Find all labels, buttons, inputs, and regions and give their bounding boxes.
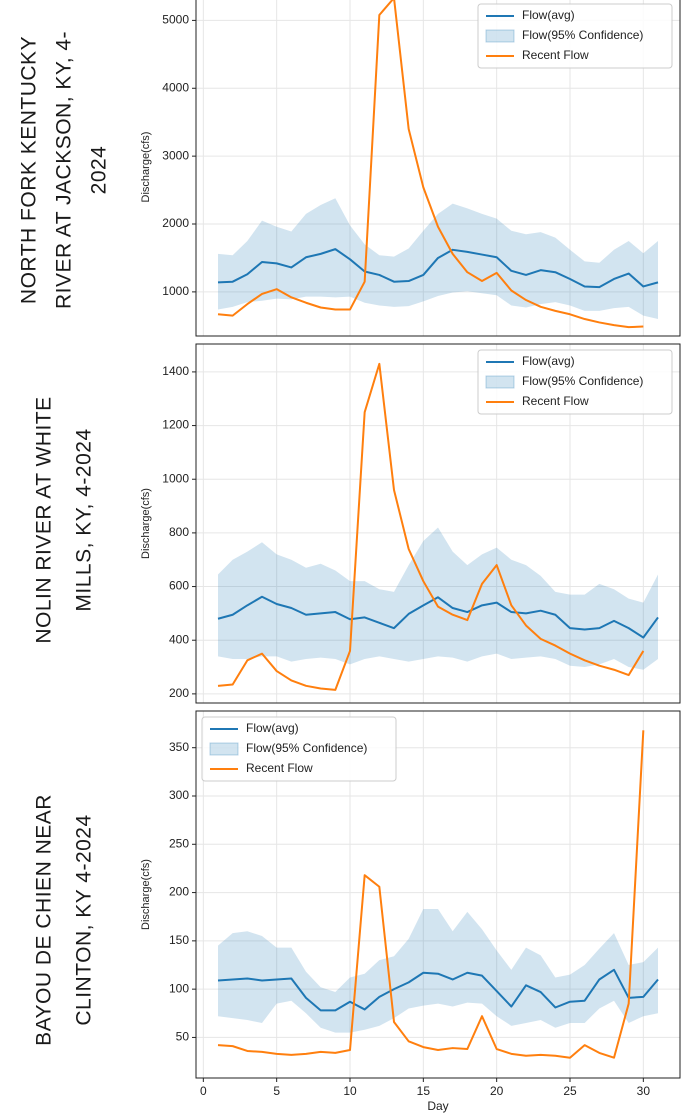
x-tick-label: 20 bbox=[490, 1084, 504, 1098]
y-tick-label: 1400 bbox=[162, 364, 189, 378]
legend-label: Recent Flow bbox=[246, 761, 313, 775]
y-tick-label: 300 bbox=[169, 788, 189, 802]
confidence-band bbox=[218, 528, 658, 670]
y-tick-label: 800 bbox=[169, 525, 189, 539]
x-tick-label: 30 bbox=[637, 1084, 651, 1098]
chart-title: BAYOU DE CHIEN NEAR bbox=[33, 794, 56, 1046]
y-axis-label: Discharge(cfs) bbox=[140, 859, 152, 930]
confidence-band bbox=[218, 198, 658, 319]
chart-title: 2024 bbox=[88, 146, 111, 195]
legend-label: Recent Flow bbox=[522, 48, 589, 62]
y-tick-label: 1000 bbox=[162, 471, 189, 485]
x-tick-label: 25 bbox=[563, 1084, 577, 1098]
y-tick-label: 350 bbox=[169, 740, 189, 754]
chart-title: RIVER AT JACKSON, KY, 4- bbox=[53, 31, 76, 309]
page: NORTH FORK KENTUCKY RIVER AT JACKSON, KY,… bbox=[0, 0, 686, 1115]
chart-title: NOLIN RIVER AT WHITE bbox=[33, 396, 56, 643]
y-tick-label: 200 bbox=[169, 885, 189, 899]
y-tick-label: 150 bbox=[169, 933, 189, 947]
legend-label: Flow(avg) bbox=[246, 721, 299, 735]
y-tick-label: 600 bbox=[169, 579, 189, 593]
x-tick-label: 0 bbox=[200, 1084, 207, 1098]
x-axis-label: Day bbox=[427, 1099, 448, 1113]
chart-panel: NORTH FORK KENTUCKY RIVER AT JACKSON, KY,… bbox=[0, 0, 686, 1115]
x-tick-label: 10 bbox=[343, 1084, 357, 1098]
y-tick-label: 3000 bbox=[162, 148, 189, 162]
y-tick-label: 1000 bbox=[162, 284, 189, 298]
legend-swatch bbox=[210, 743, 238, 755]
legend-label: Flow(95% Confidence) bbox=[522, 374, 643, 388]
legend-swatch bbox=[486, 30, 514, 42]
legend-swatch bbox=[486, 376, 514, 388]
x-tick-label: 5 bbox=[273, 1084, 280, 1098]
y-tick-label: 5000 bbox=[162, 13, 189, 27]
y-tick-label: 250 bbox=[169, 836, 189, 850]
chart-title: NORTH FORK KENTUCKY bbox=[18, 36, 41, 304]
legend-label: Flow(avg) bbox=[522, 354, 575, 368]
y-axis-label: Discharge(cfs) bbox=[140, 488, 152, 559]
y-tick-label: 50 bbox=[176, 1030, 190, 1044]
y-axis-label: Discharge(cfs) bbox=[140, 132, 152, 203]
legend-label: Flow(95% Confidence) bbox=[522, 28, 643, 42]
y-tick-label: 400 bbox=[169, 632, 189, 646]
x-tick-label: 15 bbox=[417, 1084, 431, 1098]
chart-title: CLINTON, KY 4-2024 bbox=[73, 814, 96, 1025]
chart-title: MILLS, KY, 4-2024 bbox=[73, 428, 96, 611]
y-tick-label: 200 bbox=[169, 686, 189, 700]
y-tick-label: 4000 bbox=[162, 80, 189, 94]
y-tick-label: 100 bbox=[169, 981, 189, 995]
legend-label: Flow(95% Confidence) bbox=[246, 741, 367, 755]
legend-label: Recent Flow bbox=[522, 394, 589, 408]
y-tick-label: 1200 bbox=[162, 418, 189, 432]
confidence-band bbox=[218, 909, 658, 1033]
legend-label: Flow(avg) bbox=[522, 8, 575, 22]
y-tick-label: 2000 bbox=[162, 216, 189, 230]
